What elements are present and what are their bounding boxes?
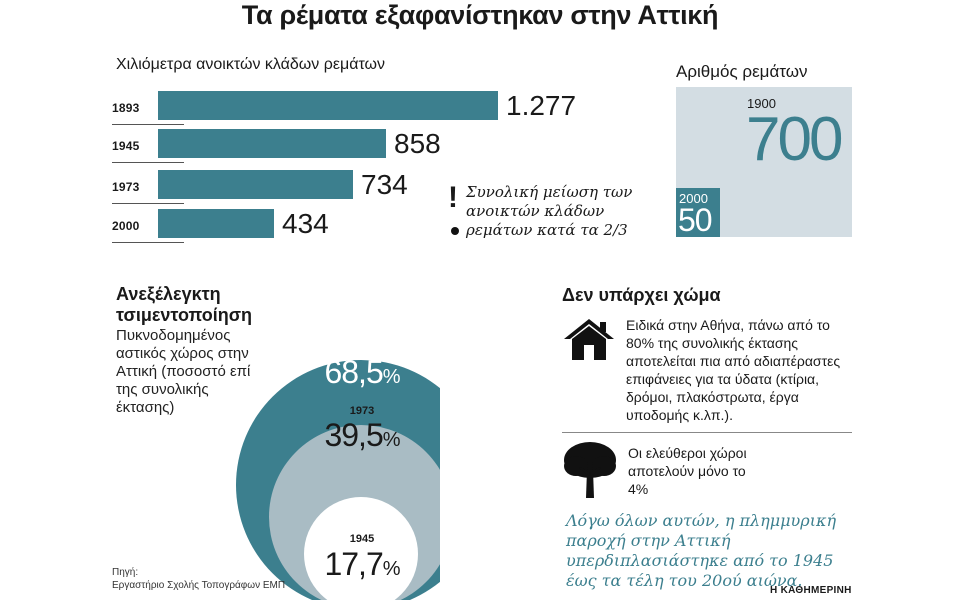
bar-row-1893: 1893 1.277 bbox=[112, 91, 652, 127]
bar-category-label: 1973 bbox=[112, 180, 140, 194]
circle-1945-number: 17,7 bbox=[324, 546, 383, 582]
exclamation-dot bbox=[451, 227, 459, 235]
circle-1973-number: 39,5 bbox=[324, 417, 383, 453]
tree-text: Οι ελεύθεροι χώροι αποτελούν μόνο το 4% bbox=[628, 445, 747, 497]
circle-2000-number: 68,5 bbox=[324, 354, 383, 390]
tree-icon bbox=[564, 442, 616, 498]
house-icon bbox=[564, 319, 614, 360]
bar-row-2000: 2000 434 bbox=[112, 209, 652, 245]
circle-2000-year: 2000 bbox=[349, 342, 375, 354]
bar-value-label: 858 bbox=[394, 128, 441, 159]
count-2000-year: 2000 bbox=[679, 191, 708, 206]
count-2000-value: 50 bbox=[678, 202, 713, 238]
bar-category-label: 2000 bbox=[112, 219, 140, 233]
exclamation-icon: ! bbox=[448, 181, 458, 214]
bar-row-1945: 1945 858 bbox=[112, 129, 652, 165]
page-title: Τα ρέματα εξαφανίστηκαν στην Αττική bbox=[241, 0, 719, 30]
source-text: Εργαστήριο Σχολής Τοπογράφων ΕΜΠ bbox=[112, 580, 286, 591]
circle-2000-unit: % bbox=[382, 366, 401, 388]
count-heading: Αριθμός ρεμάτων bbox=[676, 62, 808, 81]
bar-row-1973: 1973 734 bbox=[112, 170, 652, 206]
source-credit: Πηγή: Εργαστήριο Σχολής Τοπογράφων ΕΜΠ bbox=[112, 566, 285, 592]
count-1900-year: 1900 bbox=[747, 96, 776, 111]
circle-1945-value: 17,7% bbox=[300, 547, 424, 586]
bar-1893 bbox=[158, 91, 498, 120]
reduction-note: Συνολική μείωση των ανοικτών κλάδων ρεμά… bbox=[466, 183, 633, 239]
bar-row-underline bbox=[112, 162, 184, 163]
count-1900-value: 700 bbox=[746, 105, 843, 174]
bar-value-label: 434 bbox=[282, 208, 329, 239]
soil-heading: Δεν υπάρχει χώμα bbox=[562, 285, 721, 305]
bar-row-underline bbox=[112, 124, 184, 125]
bar-category-label: 1893 bbox=[112, 101, 140, 115]
bar-1973 bbox=[158, 170, 353, 199]
bar-row-underline bbox=[112, 242, 184, 243]
cement-heading: Ανεξέλεγκτη τσιμεντοποίηση bbox=[116, 284, 253, 325]
bar-chart-title: Χιλιόμετρα ανοικτών κλάδων ρεμάτων bbox=[116, 56, 386, 73]
circle-1945 bbox=[304, 497, 418, 600]
bar-value-label: 734 bbox=[361, 169, 408, 200]
count-box-2000 bbox=[676, 188, 720, 237]
flood-text: Λόγω όλων αυτών, η πλημμυρική παροχή στη… bbox=[566, 511, 837, 590]
brand-logo-text: Η ΚΑΘΗΜΕΡΙΝΗ bbox=[770, 585, 852, 596]
circle-2000-value: 68,5% bbox=[300, 355, 424, 394]
circle-1973-value: 39,5% bbox=[300, 418, 424, 457]
bar-1945 bbox=[158, 129, 386, 158]
circle-1945-unit: % bbox=[382, 558, 401, 580]
divider-line bbox=[562, 432, 852, 433]
cement-circles bbox=[236, 360, 440, 600]
circle-1945-year: 1945 bbox=[349, 533, 375, 545]
circle-1973-unit: % bbox=[382, 429, 401, 451]
bar-value-label: 1.277 bbox=[506, 90, 577, 121]
bar-2000 bbox=[158, 209, 274, 238]
house-text: Ειδικά στην Αθήνα, πάνω από το 80% της σ… bbox=[626, 317, 841, 423]
bar-row-underline bbox=[112, 203, 184, 204]
bar-category-label: 1945 bbox=[112, 139, 140, 153]
source-label: Πηγή: bbox=[112, 567, 139, 578]
circle-1973-year: 1973 bbox=[349, 405, 375, 417]
cement-description: Πυκνοδομημένος αστικός χώρος στην Αττική… bbox=[116, 327, 251, 416]
